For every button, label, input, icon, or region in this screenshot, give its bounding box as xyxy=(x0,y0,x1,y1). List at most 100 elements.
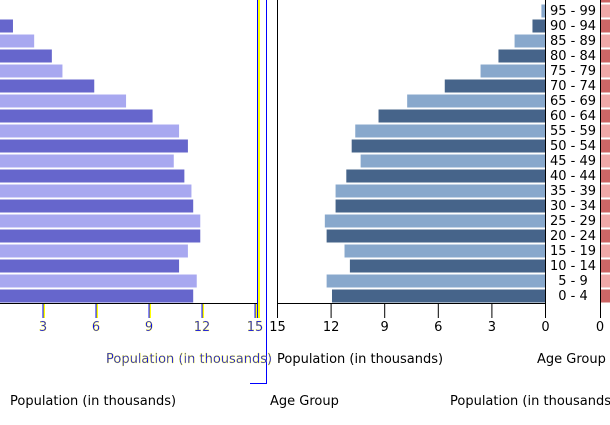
right-bar-0-4 xyxy=(331,289,545,303)
female-bar xyxy=(601,214,610,228)
right-bar-5-9 xyxy=(326,274,545,288)
female-bar xyxy=(601,184,610,198)
female-bar xyxy=(601,259,610,273)
right-bar-55-59 xyxy=(355,124,545,138)
left-bar-75-79 xyxy=(0,64,63,78)
left-bar-90-94 xyxy=(0,19,13,33)
left-chart-bars xyxy=(0,19,201,303)
age-label: 65 - 69 xyxy=(550,94,596,109)
right-bar-60-64 xyxy=(378,109,545,123)
right-tick-label: 0 xyxy=(541,320,549,335)
age-label: 55 - 59 xyxy=(550,124,596,139)
age-label: 20 - 24 xyxy=(550,229,596,244)
bottom-left-label: Population (in thousands) xyxy=(10,394,176,409)
age-label: 100+ xyxy=(555,0,591,4)
left-bar-65-69 xyxy=(0,94,127,108)
age-label: 10 - 14 xyxy=(550,259,596,274)
right-bar-75-79 xyxy=(480,64,545,78)
left-tick-label: 9 xyxy=(145,320,153,335)
age-label: 35 - 39 xyxy=(550,184,596,199)
left-x-ticks: 3 6 9 12 15 xyxy=(39,304,263,335)
left-bar-45-49 xyxy=(0,154,174,168)
left-tick-label: 3 xyxy=(39,320,47,335)
right-bar-30-34 xyxy=(335,199,545,213)
right-bar-90-94 xyxy=(532,19,545,33)
age-label: 95 - 99 xyxy=(550,4,596,19)
right-bar-50-54 xyxy=(351,139,545,153)
right-bar-70-74 xyxy=(444,79,545,93)
left-bar-25-29 xyxy=(0,214,201,228)
age-group-label: Age Group xyxy=(537,352,606,367)
right-tick-label: 3 xyxy=(488,320,496,335)
female-bar xyxy=(601,124,610,138)
age-label: 45 - 49 xyxy=(550,154,596,169)
age-label: 50 - 54 xyxy=(550,139,596,154)
female-bar xyxy=(601,289,610,303)
left-bar-10-14 xyxy=(0,259,180,273)
right-chart-bars xyxy=(324,4,545,303)
right-tick-label: 9 xyxy=(381,320,389,335)
bottom-middle-label: Age Group xyxy=(270,394,339,409)
right-bar-40-44 xyxy=(346,169,545,183)
pink-tick-0: 0 xyxy=(596,320,604,335)
left-bar-85-89 xyxy=(0,34,35,48)
female-chart-bars xyxy=(601,0,610,303)
right-bar-95-99 xyxy=(541,4,545,18)
right-xlabel: Population (in thousands) xyxy=(277,352,443,367)
female-bar xyxy=(601,139,610,153)
right-x-ticks: 15 12 9 6 3 0 xyxy=(269,304,550,335)
left-bar-60-64 xyxy=(0,109,153,123)
right-bar-15-19 xyxy=(344,244,545,258)
right-bar-85-89 xyxy=(514,34,545,48)
left-tick-label: 12 xyxy=(194,320,211,335)
age-label: 15 - 19 xyxy=(550,244,596,259)
female-bar xyxy=(601,94,610,108)
left-tick-label: 15 xyxy=(247,320,264,335)
age-label: 70 - 74 xyxy=(550,79,596,94)
right-bar-45-49 xyxy=(360,154,545,168)
left-bar-15-19 xyxy=(0,244,188,258)
left-bar-0-4 xyxy=(0,289,194,303)
female-bar xyxy=(601,199,610,213)
left-bar-20-24 xyxy=(0,229,201,243)
age-label: 5 - 9 xyxy=(558,274,588,289)
right-bar-35-39 xyxy=(335,184,545,198)
right-bar-25-29 xyxy=(324,214,545,228)
age-label: 0 - 4 xyxy=(558,289,588,304)
left-xlabel: Population (in thousands) xyxy=(106,352,272,367)
left-bar-40-44 xyxy=(0,169,185,183)
right-tick-label: 12 xyxy=(323,320,340,335)
female-bar xyxy=(601,109,610,123)
female-bar xyxy=(601,169,610,183)
female-bar xyxy=(601,64,610,78)
female-bar xyxy=(601,154,610,168)
female-bar xyxy=(601,244,610,258)
left-tick-label: 6 xyxy=(92,320,100,335)
age-label: 40 - 44 xyxy=(550,169,596,184)
left-bar-35-39 xyxy=(0,184,192,198)
age-label: 30 - 34 xyxy=(550,199,596,214)
left-bar-80-84 xyxy=(0,49,52,63)
right-bar-20-24 xyxy=(326,229,545,243)
bottom-right-label: Population (in thousands) xyxy=(450,394,610,409)
female-bar xyxy=(601,49,610,63)
female-bar xyxy=(601,79,610,93)
left-bar-5-9 xyxy=(0,274,197,288)
female-bar xyxy=(601,274,610,288)
right-bar-80-84 xyxy=(498,49,545,63)
age-label: 75 - 79 xyxy=(550,64,596,79)
right-bar-65-69 xyxy=(407,94,545,108)
age-label: 85 - 89 xyxy=(550,34,596,49)
age-label: 90 - 94 xyxy=(550,19,596,34)
female-bar xyxy=(601,229,610,243)
age-label: 25 - 29 xyxy=(550,214,596,229)
left-bar-55-59 xyxy=(0,124,180,138)
age-label: 60 - 64 xyxy=(550,109,596,124)
left-bar-30-34 xyxy=(0,199,194,213)
left-bar-50-54 xyxy=(0,139,188,153)
female-bar xyxy=(601,19,610,33)
right-tick-label: 6 xyxy=(434,320,442,335)
female-bar xyxy=(601,34,610,48)
